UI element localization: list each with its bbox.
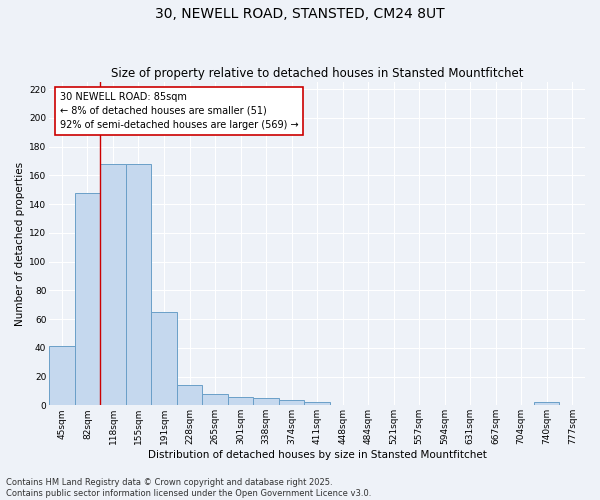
Title: Size of property relative to detached houses in Stansted Mountfitchet: Size of property relative to detached ho… <box>111 66 523 80</box>
Bar <box>75 192 100 406</box>
Text: 30, NEWELL ROAD, STANSTED, CM24 8UT: 30, NEWELL ROAD, STANSTED, CM24 8UT <box>155 8 445 22</box>
Bar <box>49 346 75 406</box>
Text: 30 NEWELL ROAD: 85sqm
← 8% of detached houses are smaller (51)
92% of semi-detac: 30 NEWELL ROAD: 85sqm ← 8% of detached h… <box>60 92 299 130</box>
Bar <box>279 400 304 406</box>
X-axis label: Distribution of detached houses by size in Stansted Mountfitchet: Distribution of detached houses by size … <box>148 450 487 460</box>
Bar <box>202 394 228 406</box>
Text: Contains HM Land Registry data © Crown copyright and database right 2025.
Contai: Contains HM Land Registry data © Crown c… <box>6 478 371 498</box>
Bar <box>151 312 177 406</box>
Bar <box>534 402 559 406</box>
Bar <box>304 402 330 406</box>
Bar <box>100 164 126 406</box>
Bar <box>253 398 279 406</box>
Bar <box>228 396 253 406</box>
Y-axis label: Number of detached properties: Number of detached properties <box>15 162 25 326</box>
Bar <box>126 164 151 406</box>
Bar <box>177 385 202 406</box>
